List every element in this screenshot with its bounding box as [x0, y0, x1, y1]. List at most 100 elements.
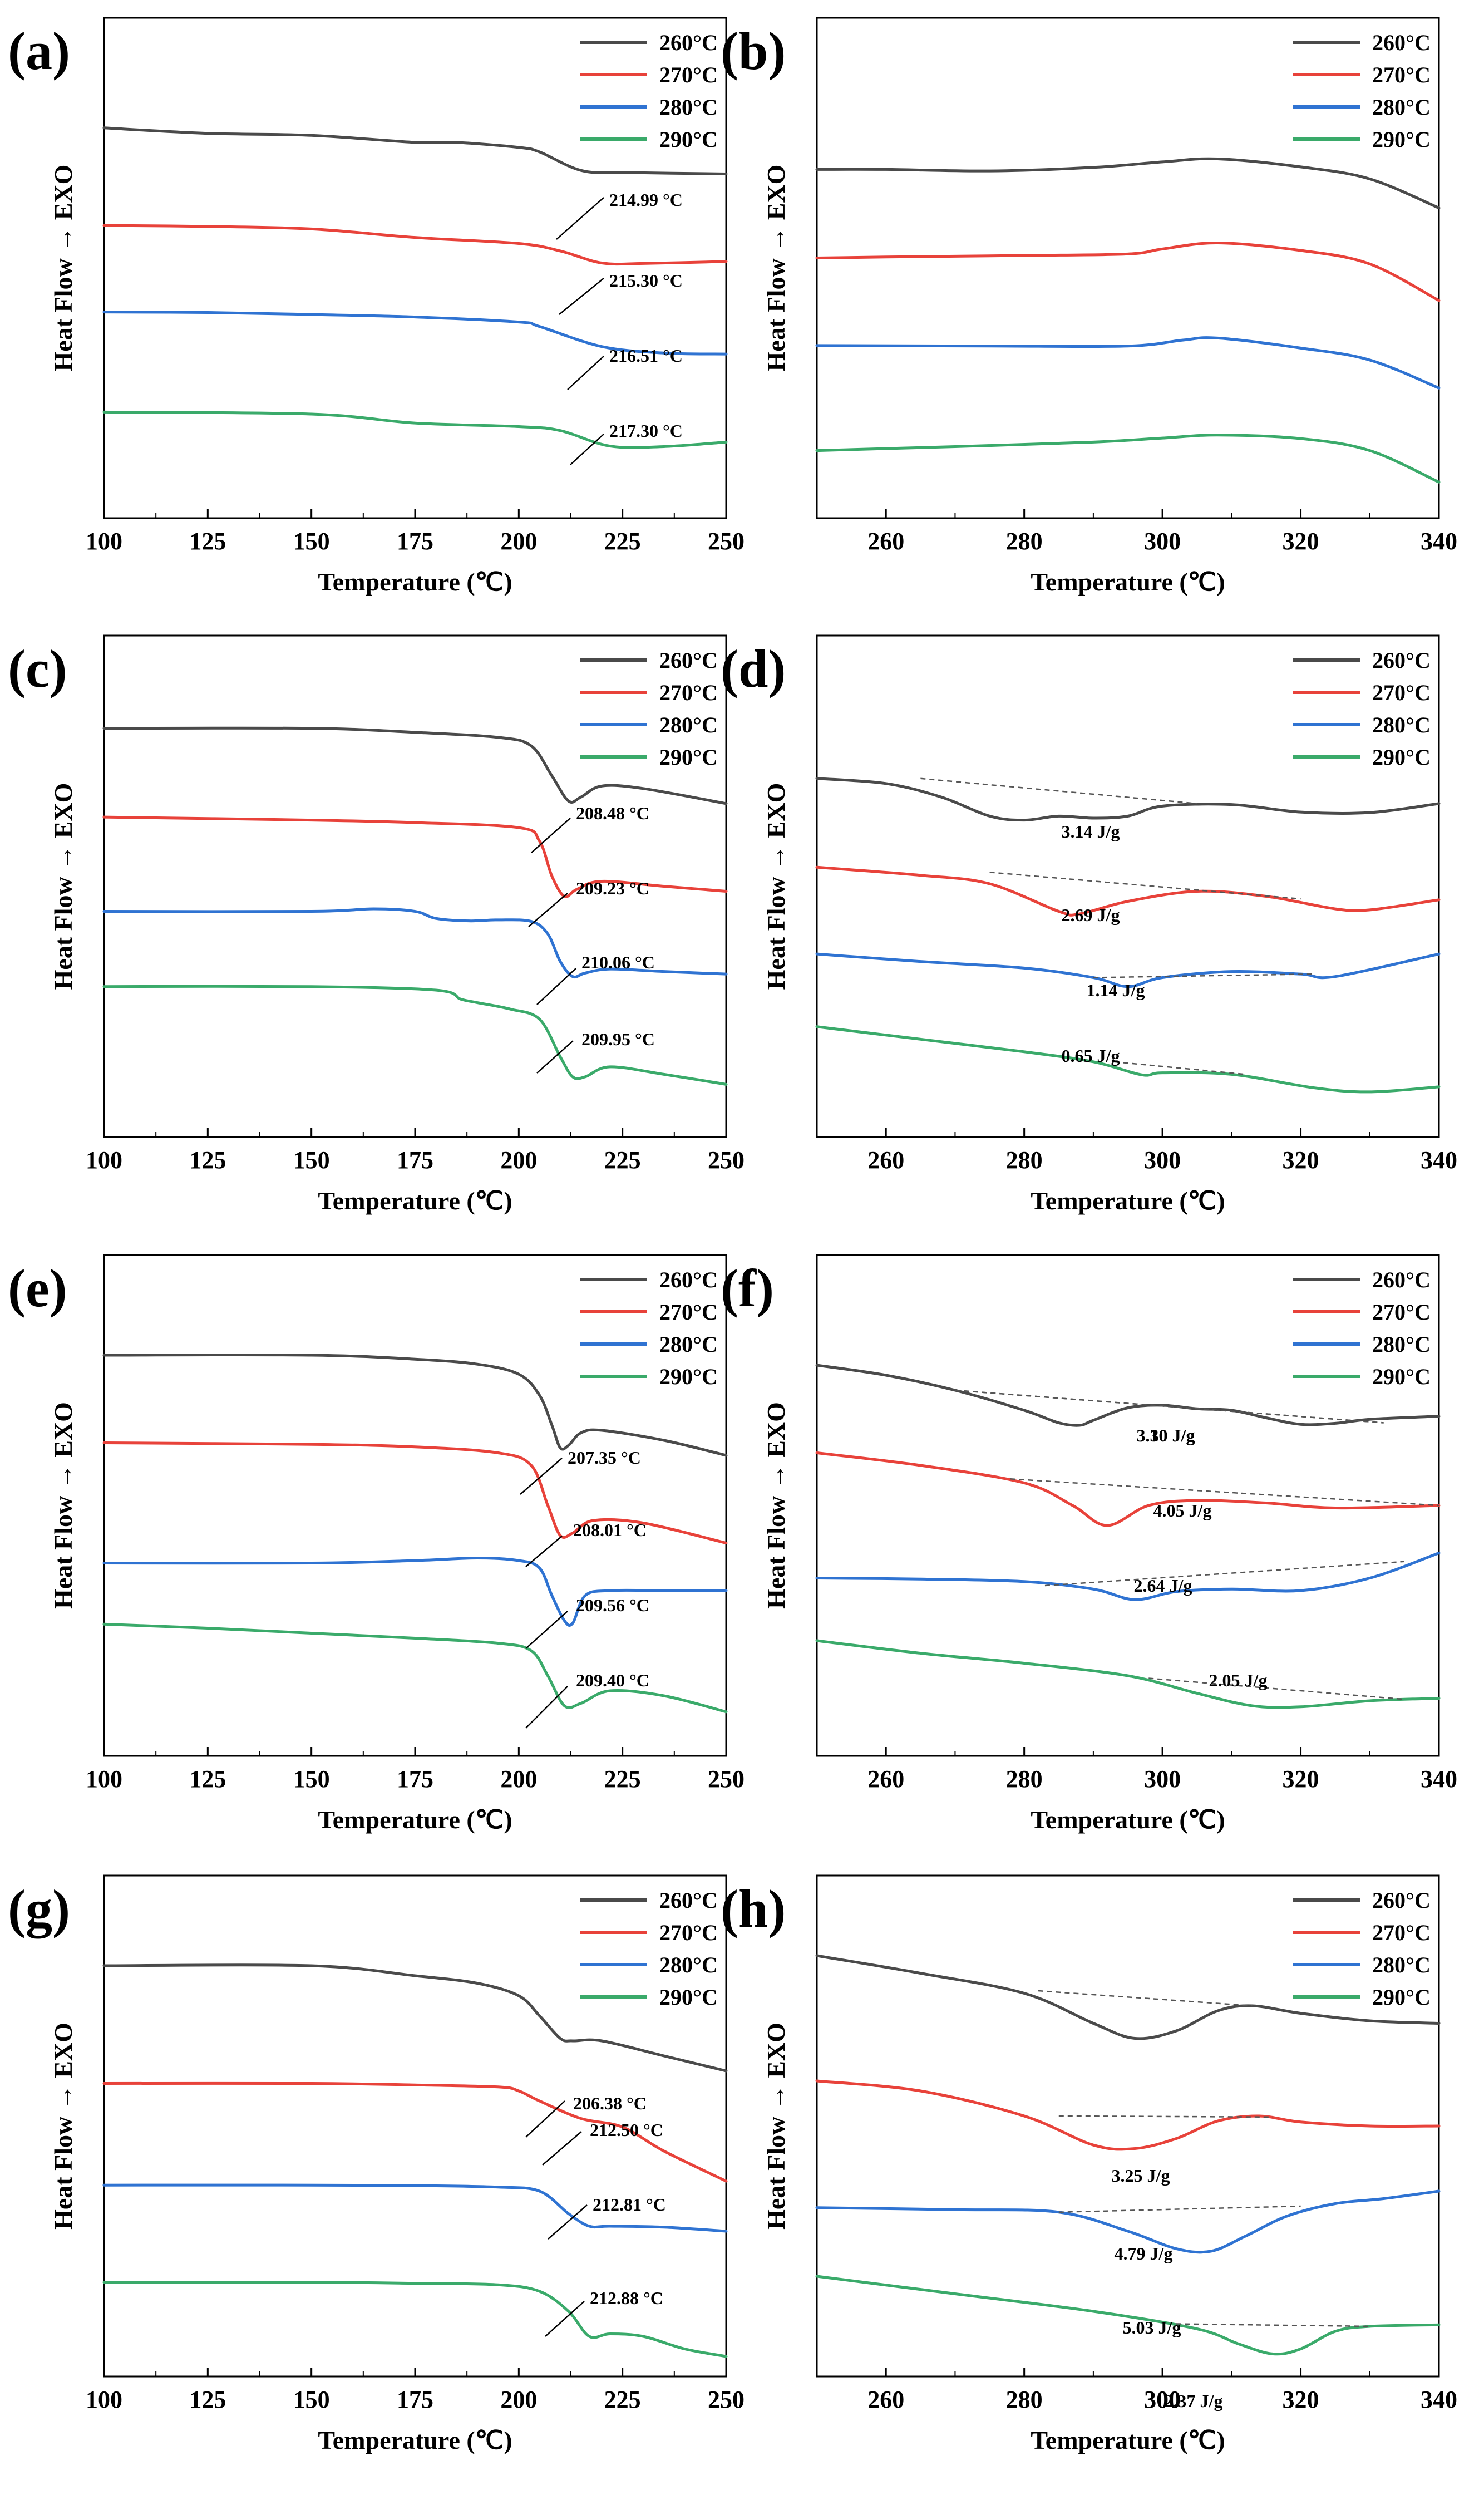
legend-entry: 290°C — [1372, 127, 1431, 152]
annotation-label: 214.99 °C — [609, 190, 683, 210]
series-line-290 — [102, 410, 728, 449]
enthalpy-label: 4.05 J/g — [1153, 1500, 1212, 1520]
series-line-260 — [815, 1364, 1441, 1427]
enthalpy-label: 3.14 J/g — [1062, 821, 1120, 841]
plot-frame — [816, 17, 1440, 519]
annotation-label: 215.30 °C — [609, 270, 683, 291]
enthalpy-baseline — [989, 872, 1301, 900]
legend-entry: 280°C — [659, 712, 718, 737]
legend-entry: 280°C — [659, 95, 718, 120]
annotation-leader — [570, 434, 604, 465]
series-line-280 — [815, 952, 1441, 988]
series-line-290 — [815, 1025, 1441, 1094]
enthalpy-baseline — [1176, 2323, 1370, 2327]
annotation-leader — [536, 968, 576, 1005]
series-line-260 — [815, 1954, 1441, 2040]
panel-b: (b) 260 280 300 320 340 Temperature (℃) Heat Fl… — [721, 17, 1457, 596]
x-axis-label: Temperature (℃) — [1031, 568, 1225, 596]
enthalpy-label: 2.37 J/g — [1165, 2391, 1223, 2411]
series-line-280 — [815, 1552, 1441, 1601]
series-line-270 — [815, 1451, 1441, 1527]
x-tick-label: 150 — [293, 1765, 330, 1793]
x-tick-label: 300 — [1144, 1146, 1181, 1174]
annotation-label: 208.48 °C — [576, 803, 649, 823]
legend-entry: 270°C — [1372, 62, 1431, 87]
legend-entry: 260°C — [1372, 648, 1431, 673]
legend-entry: 260°C — [659, 1267, 718, 1292]
plot-frame — [103, 17, 727, 519]
x-tick-label: 280 — [1006, 1765, 1043, 1793]
x-tick-label: 225 — [604, 528, 641, 555]
x-tick-label: 100 — [86, 1765, 122, 1793]
x-tick-label: 300 — [1144, 528, 1181, 555]
enthalpy-baseline — [1058, 2205, 1301, 2213]
legend-entry: 270°C — [659, 62, 718, 87]
x-tick-label: 340 — [1421, 1765, 1457, 1793]
annotation-leader — [545, 2301, 585, 2337]
legend-entry: 280°C — [1372, 712, 1431, 737]
series-line-290 — [102, 985, 728, 1086]
series-line-290 — [815, 434, 1441, 484]
legend-entry: 280°C — [1372, 95, 1431, 120]
x-tick-label: 260 — [867, 528, 904, 555]
series-line-270 — [102, 1441, 728, 1544]
x-tick-label: 260 — [867, 1146, 904, 1174]
legend-entry: 270°C — [1372, 680, 1431, 705]
legend-entry: 260°C — [659, 648, 718, 673]
legend-entry: 290°C — [1372, 1985, 1431, 2010]
x-tick-label: 125 — [189, 1765, 226, 1793]
series-line-290 — [815, 1639, 1441, 1709]
annotation-leader — [559, 278, 604, 315]
x-axis-label: Temperature (℃) — [318, 2426, 512, 2454]
panel-f: (f) 260 280 300 320 340 Temperature (℃) Heat Fl… — [721, 1254, 1457, 1834]
series-line-280 — [102, 311, 728, 356]
legend-entry: 270°C — [659, 1920, 718, 1945]
annotation-label: 209.95 °C — [581, 1029, 655, 1049]
annotation-label: 212.50 °C — [590, 2120, 663, 2140]
x-tick-label: 100 — [86, 1146, 122, 1174]
legend-entry: 290°C — [659, 1985, 718, 2010]
x-tick-label: 280 — [1006, 1146, 1043, 1174]
panel-label: (c) — [8, 639, 67, 698]
annotation-leader — [525, 2100, 565, 2138]
panel-g: (g) 100 125 150 175 200 225 250 Temperature (℃) H… — [8, 1874, 745, 2454]
annotation-label: 212.81 °C — [593, 2194, 666, 2215]
series-line-270 — [102, 224, 728, 266]
panel-c: (c) 100 125 150 175 200 225 250 Temperature (℃) H… — [8, 634, 745, 1215]
legend-entry: 260°C — [659, 1888, 718, 1913]
legend-entry: 260°C — [659, 30, 718, 55]
x-tick-label: 200 — [500, 1765, 537, 1793]
legend-entry: 270°C — [659, 1300, 718, 1325]
legend-entry: 290°C — [659, 745, 718, 770]
x-tick-label: 150 — [293, 1146, 330, 1174]
annotation-leader — [520, 1458, 563, 1495]
x-tick-label: 340 — [1421, 2386, 1457, 2413]
x-tick-label: 320 — [1283, 2386, 1319, 2413]
panel-label: (d) — [721, 639, 786, 698]
series-line-260 — [815, 777, 1441, 822]
x-tick-label: 280 — [1006, 528, 1043, 555]
x-tick-label: 175 — [397, 1146, 433, 1174]
x-axis-label: Temperature (℃) — [1031, 1187, 1225, 1215]
annotation-leader — [567, 356, 604, 390]
series-line-280 — [102, 907, 728, 978]
series-line-280 — [102, 1557, 728, 1627]
legend-entry: 290°C — [1372, 745, 1431, 770]
annotation-label: 209.23 °C — [576, 878, 649, 898]
x-tick-label: 225 — [604, 1765, 641, 1793]
panel-label: (a) — [8, 21, 70, 81]
y-axis-label: Heat Flow → EXO — [49, 165, 77, 372]
panel-a: (a) 100 125 150 175 200 225 250 Temperature (℃) H… — [8, 17, 745, 596]
enthalpy-baseline — [920, 777, 1197, 805]
y-axis-label: Heat Flow → EXO — [762, 165, 790, 372]
panel-label: (h) — [721, 1879, 786, 1938]
x-tick-label: 100 — [86, 2386, 122, 2413]
annotation-leader — [525, 1686, 568, 1729]
annotation-leader — [542, 2131, 582, 2166]
series-line-280 — [815, 2189, 1441, 2254]
legend-entry: 270°C — [1372, 1300, 1431, 1325]
legend-entry: 270°C — [659, 680, 718, 705]
legend-entry: 280°C — [659, 1952, 718, 1977]
annotation-label: 209.56 °C — [576, 1595, 649, 1615]
enthalpy-label: 4.79 J/g — [1115, 2243, 1173, 2263]
